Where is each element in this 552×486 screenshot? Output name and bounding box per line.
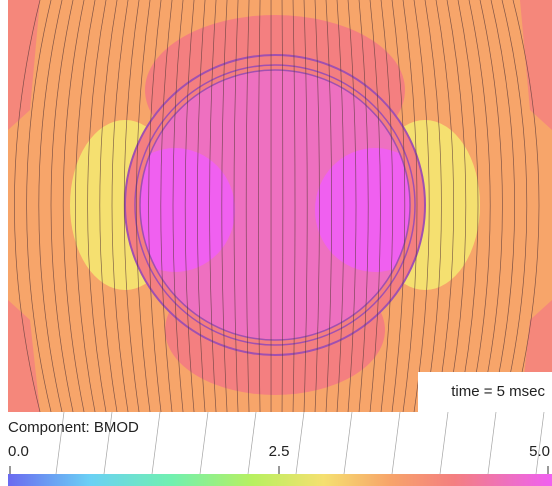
colorbar-field-line xyxy=(440,412,448,474)
page: {"plot": {"annotation": "time = 5 msec"}… xyxy=(0,0,552,486)
colorbar-field-line xyxy=(488,412,496,474)
colorbar-title: Component: BMOD xyxy=(8,419,139,436)
colorbar-field-line xyxy=(152,412,160,474)
colorbar-field-line xyxy=(200,412,208,474)
colorbar-field-line xyxy=(248,412,256,474)
tick-label: 0.0 xyxy=(8,443,29,460)
field-plot: time = 5 msec Component: BMOD 0.0 2.5 5.0 xyxy=(0,0,552,486)
colorbar-ticks: 0.0 2.5 5.0 xyxy=(8,443,550,474)
colorbar-field-line xyxy=(392,412,400,474)
time-annotation: time = 5 msec xyxy=(451,383,545,400)
colorbar xyxy=(8,474,552,486)
tick-label: 2.5 xyxy=(269,443,290,460)
colorbar-field-line xyxy=(344,412,352,474)
colorbar-field-line xyxy=(296,412,304,474)
field: time = 5 msec xyxy=(8,0,552,412)
tick-label: 5.0 xyxy=(529,443,550,460)
